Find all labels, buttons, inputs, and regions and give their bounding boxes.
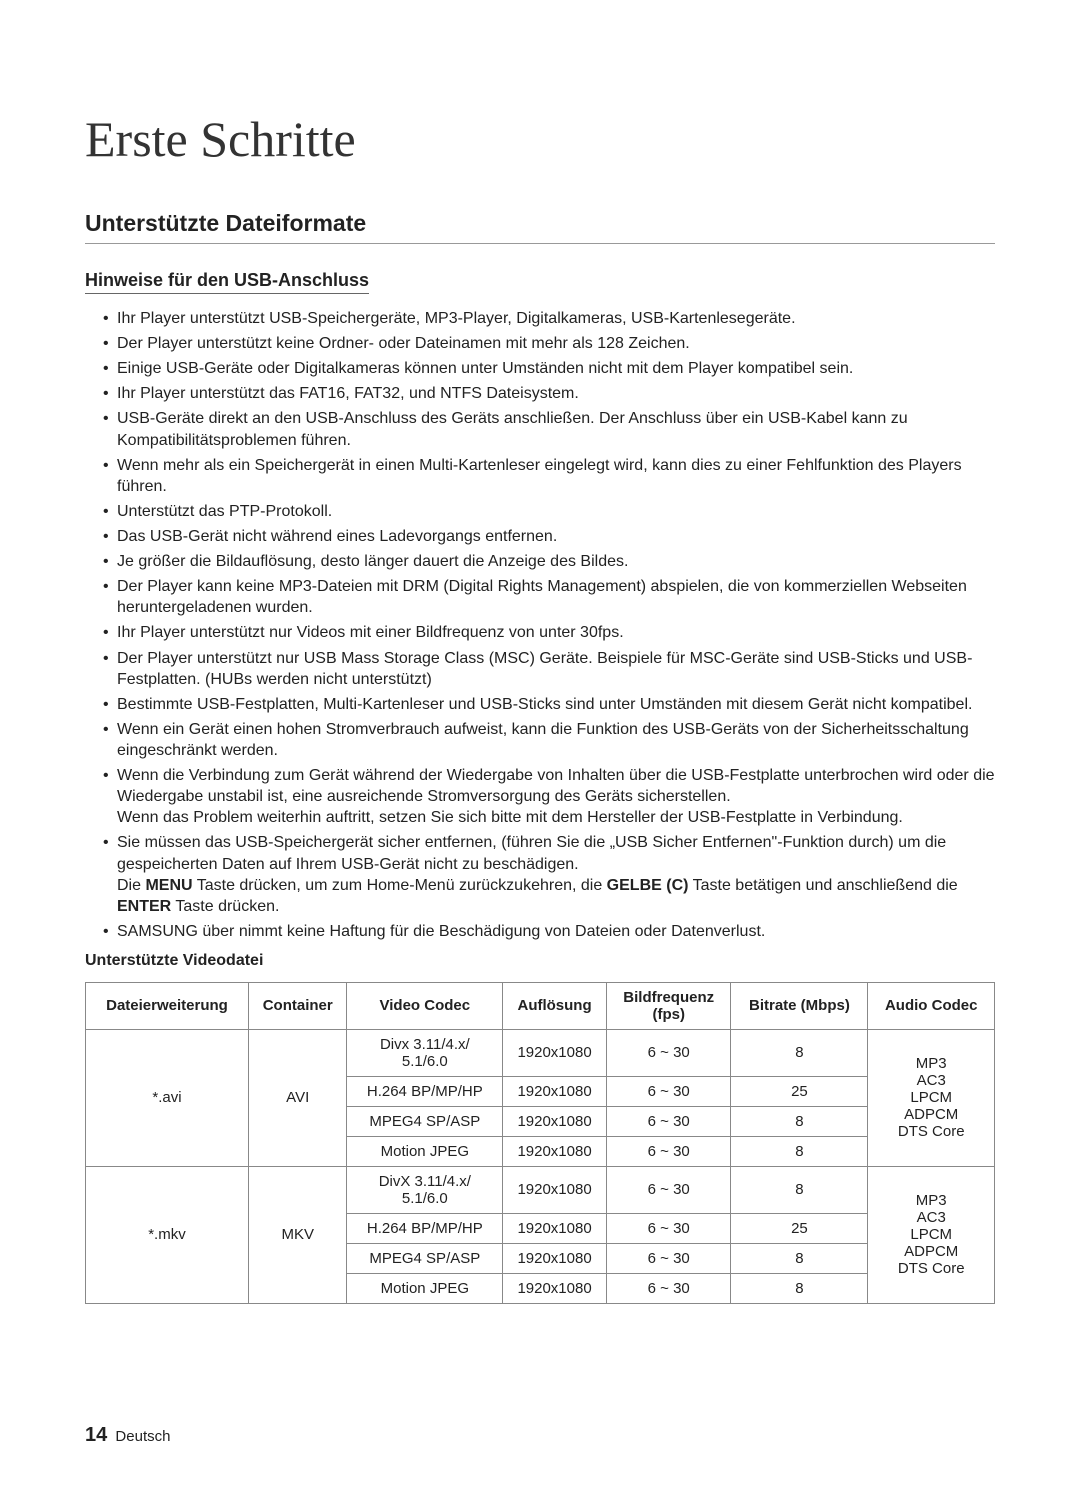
page-title: Erste Schritte bbox=[85, 110, 995, 168]
cell-res: 1920x1080 bbox=[503, 1273, 607, 1303]
table-header-row: DateierweiterungContainerVideo CodecAufl… bbox=[86, 982, 995, 1029]
cell-fps: 6 ~ 30 bbox=[606, 1106, 730, 1136]
cell-ext: *.avi bbox=[86, 1029, 249, 1166]
list-item: USB-Geräte direkt an den USB-Anschluss d… bbox=[103, 408, 995, 450]
cell-codec: Motion JPEG bbox=[347, 1136, 503, 1166]
list-item: Wenn ein Gerät einen hohen Stromverbrauc… bbox=[103, 719, 995, 761]
list-item: Der Player unterstützt nur USB Mass Stor… bbox=[103, 648, 995, 690]
cell-codec: Motion JPEG bbox=[347, 1273, 503, 1303]
cell-bitrate: 8 bbox=[731, 1273, 868, 1303]
cell-res: 1920x1080 bbox=[503, 1213, 607, 1243]
list-item: Einige USB-Geräte oder Digitalkameras kö… bbox=[103, 358, 995, 379]
cell-container: MKV bbox=[248, 1166, 347, 1303]
page-language: Deutsch bbox=[115, 1428, 170, 1445]
list-item: Sie müssen das USB-Speichergerät sicher … bbox=[103, 832, 995, 916]
cell-bitrate: 8 bbox=[731, 1029, 868, 1076]
cell-res: 1920x1080 bbox=[503, 1136, 607, 1166]
page-footer: 14 Deutsch bbox=[85, 1424, 995, 1447]
cell-bitrate: 25 bbox=[731, 1076, 868, 1106]
list-item: Je größer die Bildauflösung, desto länge… bbox=[103, 551, 995, 572]
list-item-extra: Wenn das Problem weiterhin auftritt, set… bbox=[117, 807, 995, 828]
table-header-cell: Dateierweiterung bbox=[86, 982, 249, 1029]
cell-container: AVI bbox=[248, 1029, 347, 1166]
cell-res: 1920x1080 bbox=[503, 1029, 607, 1076]
table-header-cell: Bitrate (Mbps) bbox=[731, 982, 868, 1029]
cell-bitrate: 8 bbox=[731, 1166, 868, 1213]
section-heading: Unterstützte Dateiformate bbox=[85, 210, 995, 244]
cell-codec: DivX 3.11/4.x/5.1/6.0 bbox=[347, 1166, 503, 1213]
table-header-cell: Audio Codec bbox=[868, 982, 995, 1029]
cell-fps: 6 ~ 30 bbox=[606, 1166, 730, 1213]
cell-fps: 6 ~ 30 bbox=[606, 1029, 730, 1076]
cell-ext: *.mkv bbox=[86, 1166, 249, 1303]
table-title: Unterstützte Videodatei bbox=[85, 952, 995, 970]
list-item: Bestimmte USB-Festplatten, Multi-Kartenl… bbox=[103, 694, 995, 715]
table-row: *.aviAVIDivx 3.11/4.x/5.1/6.01920x10806 … bbox=[86, 1029, 995, 1076]
list-item: Das USB-Gerät nicht während eines Ladevo… bbox=[103, 526, 995, 547]
list-item: Unterstützt das PTP-Protokoll. bbox=[103, 501, 995, 522]
cell-fps: 6 ~ 30 bbox=[606, 1136, 730, 1166]
cell-audio: MP3AC3LPCMADPCMDTS Core bbox=[868, 1029, 995, 1166]
table-header-cell: Video Codec bbox=[347, 982, 503, 1029]
cell-bitrate: 25 bbox=[731, 1213, 868, 1243]
table-row: *.mkvMKVDivX 3.11/4.x/5.1/6.01920x10806 … bbox=[86, 1166, 995, 1213]
table-header-cell: Container bbox=[248, 982, 347, 1029]
cell-audio: MP3AC3LPCMADPCMDTS Core bbox=[868, 1166, 995, 1303]
cell-res: 1920x1080 bbox=[503, 1106, 607, 1136]
cell-bitrate: 8 bbox=[731, 1136, 868, 1166]
list-item: Wenn die Verbindung zum Gerät während de… bbox=[103, 765, 995, 828]
cell-bitrate: 8 bbox=[731, 1243, 868, 1273]
cell-fps: 6 ~ 30 bbox=[606, 1273, 730, 1303]
list-item: Ihr Player unterstützt nur Videos mit ei… bbox=[103, 622, 995, 643]
list-item: Ihr Player unterstützt USB-Speichergerät… bbox=[103, 308, 995, 329]
list-item-extra: Die MENU Taste drücken, um zum Home-Menü… bbox=[117, 875, 995, 917]
cell-res: 1920x1080 bbox=[503, 1076, 607, 1106]
cell-codec: H.264 BP/MP/HP bbox=[347, 1213, 503, 1243]
cell-fps: 6 ~ 30 bbox=[606, 1076, 730, 1106]
usb-notes-list: Ihr Player unterstützt USB-Speichergerät… bbox=[85, 308, 995, 942]
table-header-cell: Auflösung bbox=[503, 982, 607, 1029]
cell-res: 1920x1080 bbox=[503, 1166, 607, 1213]
list-item: SAMSUNG über nimmt keine Haftung für die… bbox=[103, 921, 995, 942]
page-number: 14 bbox=[85, 1424, 107, 1446]
cell-fps: 6 ~ 30 bbox=[606, 1213, 730, 1243]
cell-codec: H.264 BP/MP/HP bbox=[347, 1076, 503, 1106]
cell-codec: MPEG4 SP/ASP bbox=[347, 1243, 503, 1273]
cell-fps: 6 ~ 30 bbox=[606, 1243, 730, 1273]
list-item: Wenn mehr als ein Speichergerät in einen… bbox=[103, 455, 995, 497]
cell-res: 1920x1080 bbox=[503, 1243, 607, 1273]
subsection-heading: Hinweise für den USB-Anschluss bbox=[85, 270, 369, 294]
cell-codec: MPEG4 SP/ASP bbox=[347, 1106, 503, 1136]
list-item: Ihr Player unterstützt das FAT16, FAT32,… bbox=[103, 383, 995, 404]
table-header-cell: Bildfrequenz (fps) bbox=[606, 982, 730, 1029]
video-format-table: DateierweiterungContainerVideo CodecAufl… bbox=[85, 982, 995, 1304]
cell-bitrate: 8 bbox=[731, 1106, 868, 1136]
list-item: Der Player unterstützt keine Ordner- ode… bbox=[103, 333, 995, 354]
cell-codec: Divx 3.11/4.x/5.1/6.0 bbox=[347, 1029, 503, 1076]
list-item: Der Player kann keine MP3-Dateien mit DR… bbox=[103, 576, 995, 618]
